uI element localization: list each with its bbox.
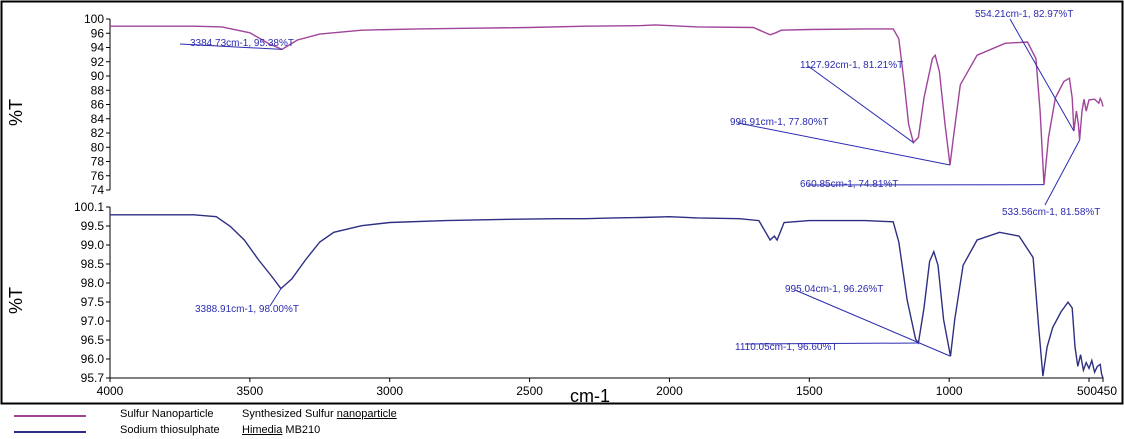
y-tick-label-1-3: 98.5 (81, 257, 105, 271)
annotation-leader-0-2 (737, 122, 951, 166)
y-tick-label-1-8: 96.0 (81, 352, 105, 366)
legend-desc-thiosulphate-tail: MB210 (282, 424, 321, 436)
y-tick-label-1-5: 97.5 (81, 295, 105, 309)
y-tick-label-0-11: 76 (91, 169, 105, 183)
y-tick-label-0-5: 88 (91, 83, 105, 97)
y-tick-label-1-1: 99.5 (81, 219, 105, 233)
annotation-leader-0-4 (1009, 18, 1075, 132)
legend-swatch-sulfur (14, 415, 86, 417)
legend-desc-thiosulphate-underlined: Himedia (242, 424, 283, 436)
series-line-0 (110, 24, 1104, 185)
y-tick-label-0-10: 78 (91, 155, 105, 169)
legend-item-sulfur: Sulfur Nanoparticle Synthesized Sulfur n… (10, 408, 610, 422)
y-tick-label-1-6: 97.0 (81, 314, 105, 328)
y-axis-title-1: %T (6, 287, 26, 314)
x-tick-label-6: 1000 (936, 384, 963, 398)
y-tick-label-0-4: 90 (91, 69, 105, 83)
annotation-leader-1-2 (744, 342, 919, 345)
annotation-label-0-1: 1127.92cm-1, 81.21%T (800, 60, 903, 71)
y-axis-title-0: %T (6, 99, 26, 126)
legend-desc-thiosulphate: Himedia MB210 (242, 424, 320, 436)
y-tick-label-0-6: 86 (91, 98, 105, 112)
y-tick-label-0-1: 96 (91, 26, 105, 40)
x-tick-label-7: 500 (1077, 384, 1097, 398)
x-tick-label-1: 3500 (237, 384, 264, 398)
y-tick-label-0-7: 84 (91, 112, 105, 126)
x-tick-label-0: 4000 (97, 384, 124, 398)
legend-desc-sulfur: Synthesized Sulfur nanoparticle (242, 408, 397, 420)
annotation-leader-0-0 (179, 43, 283, 50)
annotation-label-1-1: 995.04cm-1, 96.26%T (785, 284, 883, 295)
annotation-leader-1-1 (794, 289, 951, 357)
x-tick-label-2: 3000 (376, 384, 403, 398)
y-tick-label-0-3: 92 (91, 55, 105, 69)
y-tick-label-1-7: 96.5 (81, 333, 105, 347)
annotation-label-0-2: 996.91cm-1, 77.80%T (730, 117, 828, 128)
legend: Sulfur Nanoparticle Synthesized Sulfur n… (10, 408, 610, 438)
annotation-label-0-0: 3384.73cm-1, 95.38%T (190, 38, 294, 49)
y-tick-label-1-2: 99.0 (81, 238, 105, 252)
legend-item-thiosulphate: Sodium thiosulphate Himedia MB210 (10, 424, 610, 438)
x-tick-label-5: 1500 (796, 384, 823, 398)
legend-desc-sulfur-text: Synthesized Sulfur (242, 408, 337, 420)
annotation-label-0-5: 533.56cm-1, 81.58%T (1002, 207, 1100, 218)
x-tick-label-4: 2000 (656, 384, 683, 398)
annotation-leader-1-0 (269, 288, 282, 307)
annotation-label-0-3: 660.85cm-1, 74.81%T (800, 179, 898, 190)
y-tick-label-0-0: 100 (84, 12, 104, 26)
annotation-label-1-2: 1110.05cm-1, 96.60%T (735, 342, 837, 353)
x-tick-label-3: 2500 (516, 384, 543, 398)
legend-desc-sulfur-underlined: nanoparticle (336, 408, 397, 420)
legend-name-thiosulphate: Sodium thiosulphate (120, 424, 220, 436)
legend-name-sulfur: Sulfur Nanoparticle (120, 408, 214, 420)
annotation-label-0-4: 554.21cm-1, 82.97%T (975, 9, 1073, 20)
annotation-leader-0-1 (807, 65, 914, 143)
y-tick-label-0-12: 74 (91, 183, 105, 197)
annotation-leader-0-5 (1044, 139, 1081, 206)
y-tick-label-1-9: 95.7 (81, 371, 105, 385)
annotation-label-1-0: 3388.91cm-1, 98.00%T (195, 304, 299, 315)
x-tick-label-8: 450 (1097, 384, 1117, 398)
y-tick-label-0-9: 80 (91, 140, 105, 154)
legend-swatch-thiosulphate (14, 431, 86, 433)
series-line-1 (110, 214, 1104, 379)
y-tick-label-1-0: 100.1 (74, 200, 104, 214)
y-tick-label-0-2: 94 (91, 41, 105, 55)
y-tick-label-0-8: 82 (91, 126, 105, 140)
figure-frame (0, 0, 1124, 405)
y-tick-label-1-4: 98.0 (81, 276, 105, 290)
x-axis-title: cm-1 (570, 386, 610, 405)
